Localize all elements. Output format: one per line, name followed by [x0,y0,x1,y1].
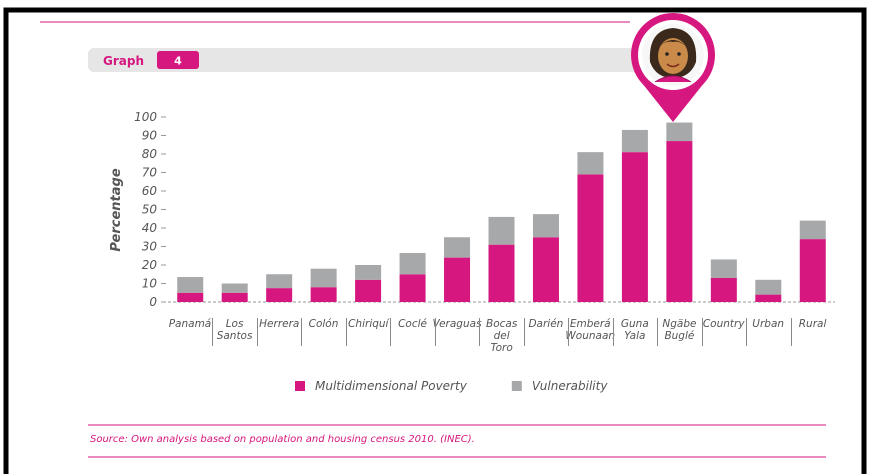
bar-segment [489,217,515,245]
y-tick-label: 60 [142,184,158,198]
bar-segment [800,221,826,240]
legend: Multidimensional Poverty Vulnerability [295,379,608,393]
bar-segment [444,258,470,302]
y-tick-label: 50 [142,203,158,217]
source-note: Source: Own analysis based on population… [90,434,475,445]
x-tick-label: Rural [799,318,827,330]
x-tick-label: Coclé [398,318,427,330]
x-label-separator [568,318,569,346]
x-label-separator [301,318,302,346]
bar-segment [355,280,381,302]
chart: Graph 4 Percentage Multidimensional Pove… [0,0,873,474]
bar-segment [266,274,292,288]
bar-segment [666,123,692,142]
y-tick-label: 70 [142,166,158,180]
x-label-separator [390,318,391,346]
x-tick-label: Chiriquí [348,318,388,330]
bar-segment [222,284,248,293]
x-label-separator [346,318,347,346]
y-tick-label: 20 [142,258,158,272]
legend-label: Multidimensional Poverty [315,379,468,393]
bar-segment [622,152,648,302]
bar-segment [800,239,826,302]
bar-segment [266,288,292,302]
x-label-separator [657,318,658,346]
y-tick-label: 40 [142,221,158,235]
bar-segment [755,295,781,302]
x-tick-label: Herrera [259,318,299,330]
bar-segment [400,253,426,274]
x-tick-label: Country [703,318,745,330]
y-tick-label: 90 [142,129,158,143]
x-tick-label: Emberá Wounaan [565,318,615,342]
x-label-separator [257,318,258,346]
bar-segment [177,277,203,293]
page: Graph 4 Percentage Multidimensional Pove… [0,0,873,474]
graph-number: 4 [174,55,182,68]
bar-segment [533,214,559,237]
bar-segment [711,278,737,302]
y-tick-label: 30 [142,240,158,254]
y-axis-label: Percentage [109,168,124,251]
y-tick-label: 10 [142,277,158,291]
bar-segment [177,293,203,302]
y-tick-label: 0 [149,295,157,309]
legend-swatch [295,381,305,391]
x-tick-label: Bocas del Toro [486,318,517,354]
x-label-separator [212,318,213,346]
x-label-separator [479,318,480,346]
x-label-separator [791,318,792,346]
y-tick-label: 100 [134,110,157,124]
bar-segment [711,259,737,278]
legend-swatch [512,381,522,391]
bar-segment [444,237,470,257]
bar-segment [311,287,337,302]
bar-segment [355,265,381,280]
bar-segment [400,274,426,302]
x-tick-label: Panamá [169,318,212,330]
y-tick-label: 80 [142,147,158,161]
bar-segment [622,130,648,152]
bar-segment [222,293,248,302]
x-label-separator [702,318,703,346]
x-label-separator [524,318,525,346]
x-label-separator [746,318,747,346]
bar-segment [311,269,337,288]
x-label-separator [435,318,436,346]
x-tick-label: Colón [309,318,339,330]
bar-segment [755,280,781,295]
bar-segment [577,152,603,174]
x-tick-label: Guna Yala [621,318,649,342]
graph-label: Graph [103,54,144,68]
bar-segment [533,237,559,302]
x-tick-label: Veraguas [433,318,482,330]
legend-label: Vulnerability [532,379,609,393]
x-tick-label: Los Santos [217,318,253,342]
bar-segment [577,174,603,302]
x-tick-label: Ngäbe Buglé [662,318,696,342]
bar-segment [489,245,515,302]
x-label-separator [613,318,614,346]
x-tick-label: Urban [752,318,784,330]
x-tick-label: Darién [528,318,563,330]
bar-segment [666,141,692,302]
